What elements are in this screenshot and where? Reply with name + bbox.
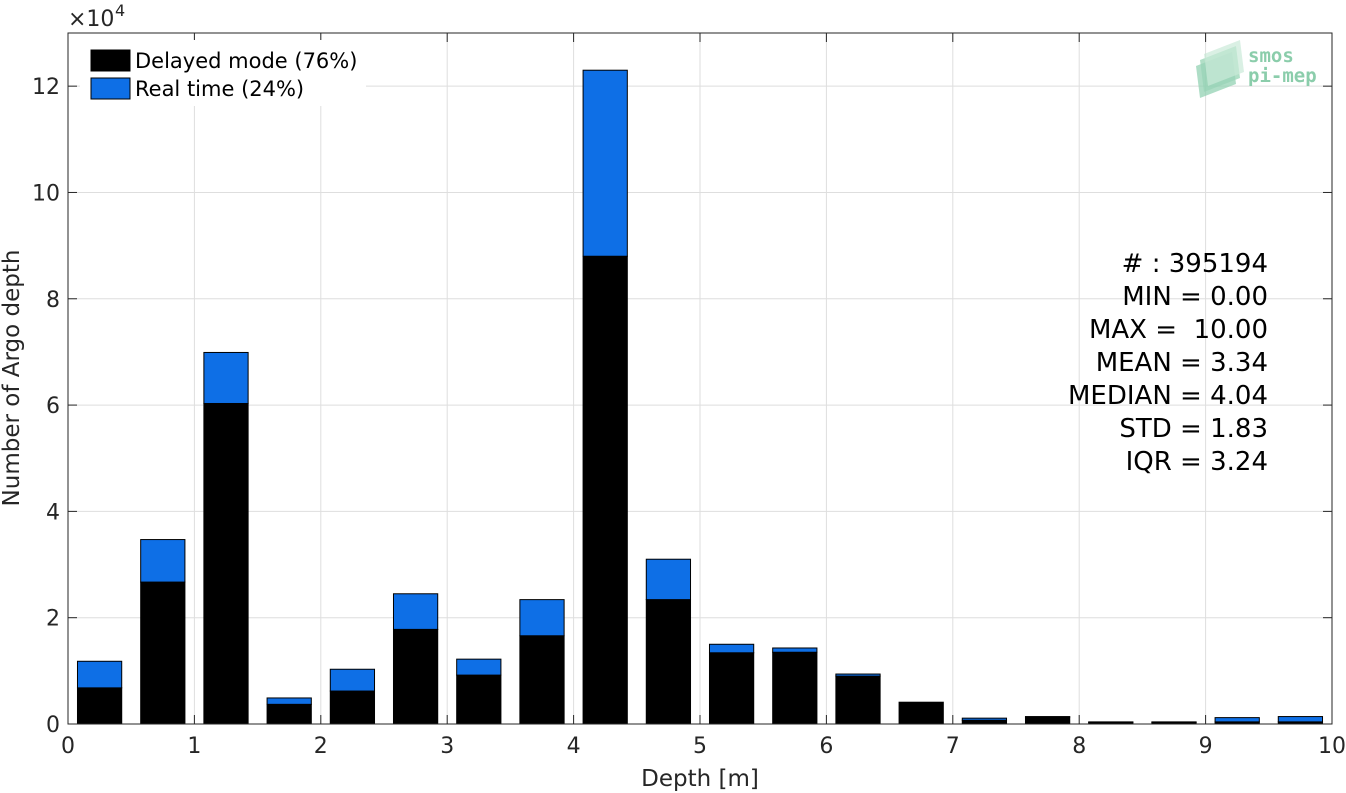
x-tick-label: 2 <box>314 734 328 759</box>
bar-delayed-mode <box>961 719 1008 725</box>
x-tick-labels: 0 1 2 3 4 5 6 7 8 9 10 <box>61 734 1346 759</box>
bar-real-time <box>203 351 249 404</box>
bar-delayed-mode <box>1024 716 1071 725</box>
stat-mean: MEAN = 3.34 <box>1096 348 1268 378</box>
x-tick-label: 9 <box>1199 734 1213 759</box>
y-tick-label: 0 <box>46 713 60 738</box>
x-tick-label: 5 <box>693 734 707 759</box>
bar-real-time <box>961 717 1008 721</box>
bar-real-time <box>1277 716 1324 723</box>
bar-delayed-mode <box>519 635 565 725</box>
bar-real-time <box>329 668 376 692</box>
bar-delayed-mode <box>835 675 881 725</box>
bar-real-time <box>645 558 692 601</box>
legend-swatch-delayed <box>90 49 131 72</box>
y-exponent-label: ×10 4 <box>68 1 125 32</box>
stats-annotation: # : 395194 MIN = 0.00 MAX = 10.00 MEAN =… <box>1068 249 1268 477</box>
tick-marks <box>67 33 1333 725</box>
bar-real-time <box>76 660 123 689</box>
y-exponent-base: ×10 <box>68 7 114 32</box>
bar-real-time <box>1024 716 1071 718</box>
x-tick-label: 8 <box>1072 734 1086 759</box>
x-tick-label: 6 <box>819 734 833 759</box>
x-tick-label: 10 <box>1318 734 1346 759</box>
bar-real-time <box>1151 721 1197 723</box>
legend-label-delayed: Delayed mode (76%) <box>135 49 357 73</box>
bar-delayed-mode <box>329 690 376 725</box>
bar-real-time <box>835 673 881 677</box>
bar-delayed-mode <box>203 402 249 725</box>
bar-real-time <box>456 658 502 676</box>
bar-real-time <box>392 593 439 630</box>
y-tick-labels: 0 2 4 6 8 10 12 <box>32 75 60 738</box>
bar-delayed-mode <box>772 651 818 725</box>
y-tick-label: 10 <box>32 181 60 206</box>
legend-swatch-realtime <box>90 77 131 100</box>
bar-real-time <box>1088 721 1134 723</box>
logo-text-line2: pi-mep <box>1248 65 1317 87</box>
x-tick-label: 4 <box>567 734 581 759</box>
smos-pimep-logo: smos pi-mep <box>1196 40 1317 98</box>
y-tick-label: 8 <box>46 288 60 313</box>
bar-delayed-mode <box>645 599 692 725</box>
stat-max: MAX = 10.00 <box>1089 315 1268 345</box>
bar-delayed-mode <box>708 652 755 725</box>
bar-real-time <box>708 643 755 654</box>
bar-real-time <box>266 697 312 705</box>
stat-iqr: IQR = 3.24 <box>1126 447 1268 477</box>
legend: Delayed mode (76%) Real time (24%) <box>80 40 366 106</box>
bars-group <box>76 69 1324 725</box>
x-tick-label: 1 <box>187 734 201 759</box>
stat-std: STD = 1.83 <box>1119 414 1268 444</box>
bar-real-time <box>140 539 186 583</box>
bar-real-time <box>772 647 818 653</box>
bar-delayed-mode <box>266 703 312 725</box>
stat-count: # : 395194 <box>1122 249 1268 279</box>
x-tick-label: 0 <box>61 734 75 759</box>
y-tick-label: 4 <box>46 500 60 525</box>
bar-delayed-mode <box>456 674 502 725</box>
x-tick-label: 7 <box>946 734 960 759</box>
y-tick-label: 2 <box>46 607 60 632</box>
y-exponent-power: 4 <box>115 1 125 20</box>
x-tick-label: 3 <box>440 734 454 759</box>
y-tick-label: 12 <box>32 75 60 100</box>
logo-wave-icon <box>1196 40 1244 98</box>
bar-real-time <box>519 599 565 637</box>
bar-delayed-mode <box>392 628 439 725</box>
bar-real-time <box>1214 717 1260 723</box>
y-axis-title: Number of Argo depth <box>0 250 25 507</box>
stat-min: MIN = 0.00 <box>1122 282 1268 312</box>
y-tick-label: 6 <box>46 394 60 419</box>
bar-delayed-mode <box>76 687 123 725</box>
bar-real-time <box>582 69 628 257</box>
logo-text-line1: smos <box>1248 45 1294 67</box>
x-axis-title: Depth [m] <box>641 766 759 792</box>
bar-delayed-mode <box>582 255 628 725</box>
bar-delayed-mode <box>140 581 186 725</box>
stat-median: MEDIAN = 4.04 <box>1068 381 1268 411</box>
bar-delayed-mode <box>898 701 944 725</box>
legend-label-realtime: Real time (24%) <box>135 77 304 101</box>
